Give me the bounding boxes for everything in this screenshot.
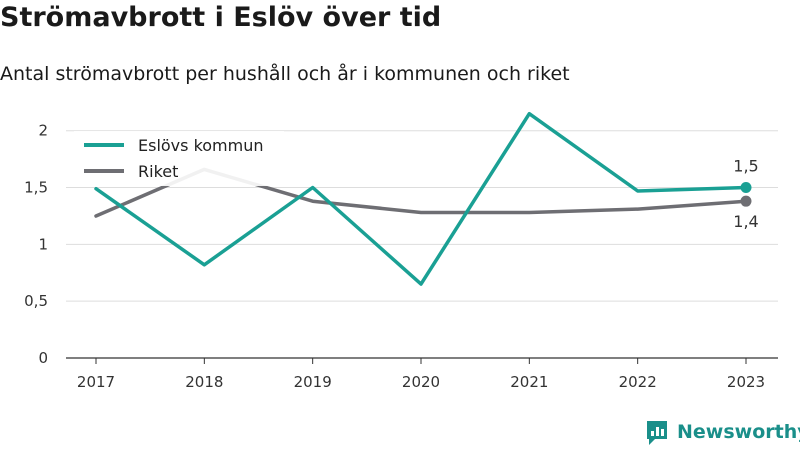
end-value-label: 1,4 <box>733 212 758 231</box>
brand-name: Newsworthy <box>677 421 800 443</box>
end-point-marker-1 <box>740 195 752 207</box>
y-tick-label: 0,5 <box>24 292 48 310</box>
x-tick-label: 2017 <box>77 373 115 391</box>
legend-label: Riket <box>138 162 178 181</box>
x-tick-label: 2019 <box>294 373 332 391</box>
x-tick-label: 2018 <box>185 373 223 391</box>
x-tick-label: 2020 <box>402 373 440 391</box>
x-tick-label: 2021 <box>510 373 548 391</box>
chart-subtitle: Antal strömavbrott per hushåll och år i … <box>0 63 570 85</box>
y-tick-label: 2 <box>38 122 48 140</box>
y-tick-label: 1 <box>38 235 48 253</box>
series-line-0 <box>94 111 748 286</box>
end-point-marker-0 <box>740 182 752 194</box>
y-tick-label: 0 <box>38 349 48 367</box>
newsworthy-logo-icon <box>647 421 667 445</box>
x-tick-label: 2023 <box>727 373 765 391</box>
end-value-label: 1,5 <box>733 157 758 176</box>
axes: 0 0,5 1 1,5 2 2017 2018 2019 2020 2021 2022 2023 <box>24 122 778 391</box>
x-tick-label: 2022 <box>619 373 657 391</box>
newsworthy-logo: Newsworthy <box>645 419 800 446</box>
grid-lines <box>66 130 778 302</box>
legend: Eslövs kommun Riket <box>74 131 284 186</box>
y-tick-label: 1,5 <box>24 179 48 197</box>
chart-title: Strömavbrott i Eslöv över tid <box>0 2 442 33</box>
legend-background <box>74 131 284 186</box>
legend-label: Eslövs kommun <box>138 136 264 155</box>
